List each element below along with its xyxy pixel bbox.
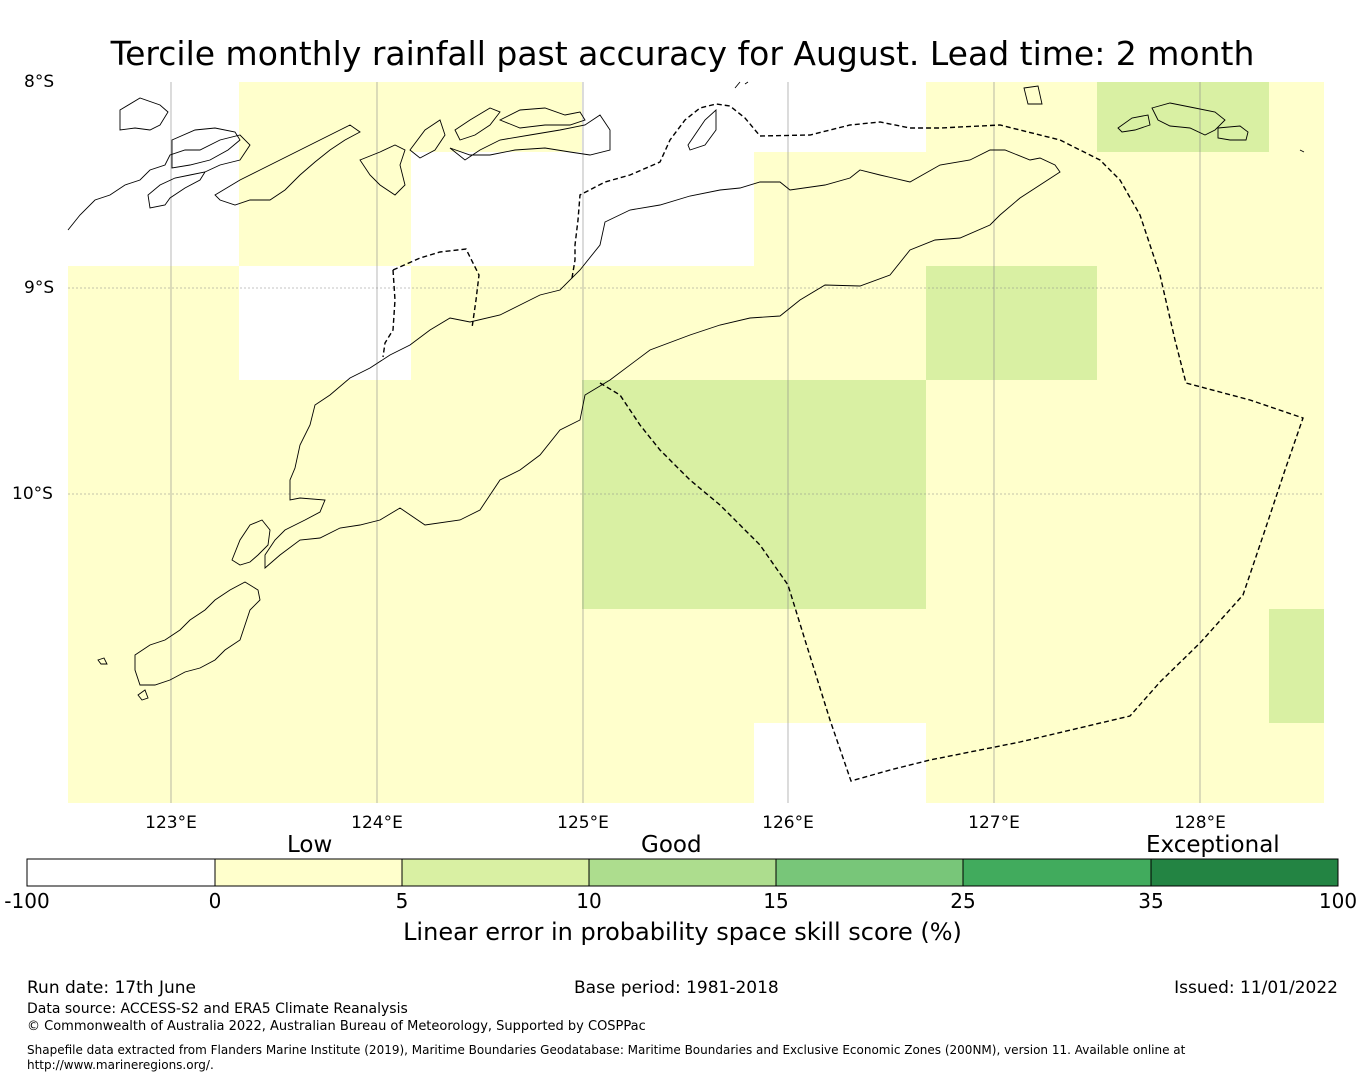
colorbar-tick: 15 bbox=[763, 889, 789, 913]
colorbar-category-low: Low bbox=[287, 832, 333, 858]
grid-cell bbox=[926, 723, 1324, 803]
lon-label: 128°E bbox=[1174, 813, 1226, 833]
shapefile-url: http://www.marineregions.org/. bbox=[27, 1058, 214, 1072]
grid-cells bbox=[68, 82, 1324, 803]
lon-label: 125°E bbox=[557, 813, 609, 833]
colorbar-segment bbox=[214, 858, 403, 887]
colorbar-segment bbox=[1150, 858, 1339, 887]
lon-label: 124°E bbox=[351, 813, 403, 833]
colorbar-label: Linear error in probability space skill … bbox=[403, 918, 962, 946]
colorbar-segment bbox=[401, 858, 590, 887]
data-source: Data source: ACCESS-S2 and ERA5 Climate … bbox=[27, 1001, 408, 1017]
grid-cell bbox=[1097, 82, 1269, 152]
gridlines bbox=[68, 82, 1324, 803]
lon-label: 123°E bbox=[145, 813, 197, 833]
chart-title: Tercile monthly rainfall past accuracy f… bbox=[110, 34, 1255, 73]
grid-cell bbox=[582, 380, 926, 609]
lon-label: 127°E bbox=[968, 813, 1020, 833]
colorbar-segment bbox=[775, 858, 964, 887]
colorbar-tick: 100 bbox=[1318, 889, 1358, 913]
colorbar-tick: 5 bbox=[395, 889, 409, 913]
lat-label: 10°S bbox=[12, 484, 53, 504]
colorbar-segment bbox=[26, 858, 216, 887]
grid-cell bbox=[754, 723, 926, 803]
grid-cell bbox=[239, 266, 411, 380]
base-period: Base period: 1981-2018 bbox=[574, 978, 779, 998]
lon-label: 126°E bbox=[762, 813, 814, 833]
issued-date: Issued: 11/01/2022 bbox=[1174, 978, 1338, 998]
maritime-boundaries bbox=[382, 103, 1304, 782]
shapefile-credit: Shapefile data extracted from Flanders M… bbox=[27, 1043, 1186, 1057]
lat-label: 8°S bbox=[24, 72, 55, 92]
colorbar-tick: -100 bbox=[4, 889, 50, 913]
colorbar-tick: 35 bbox=[1138, 889, 1164, 913]
grid-cell bbox=[239, 152, 411, 266]
coastlines bbox=[67, 81, 1305, 701]
grid-cell bbox=[239, 82, 582, 152]
colorbar-tick: 25 bbox=[950, 889, 976, 913]
colorbar-category-good: Good bbox=[641, 832, 702, 858]
copyright: © Commonwealth of Australia 2022, Austra… bbox=[27, 1019, 646, 1034]
lat-label: 9°S bbox=[24, 278, 55, 298]
grid-cell bbox=[1269, 609, 1324, 723]
colorbar-segment bbox=[962, 858, 1152, 887]
colorbar-tick: 10 bbox=[576, 889, 602, 913]
colorbar bbox=[26, 858, 1339, 887]
colorbar-segment bbox=[588, 858, 777, 887]
run-date: Run date: 17th June bbox=[27, 978, 196, 998]
colorbar-category-exceptional: Exceptional bbox=[1146, 832, 1280, 858]
grid-cell bbox=[926, 266, 1097, 380]
colorbar-tick: 0 bbox=[208, 889, 222, 913]
